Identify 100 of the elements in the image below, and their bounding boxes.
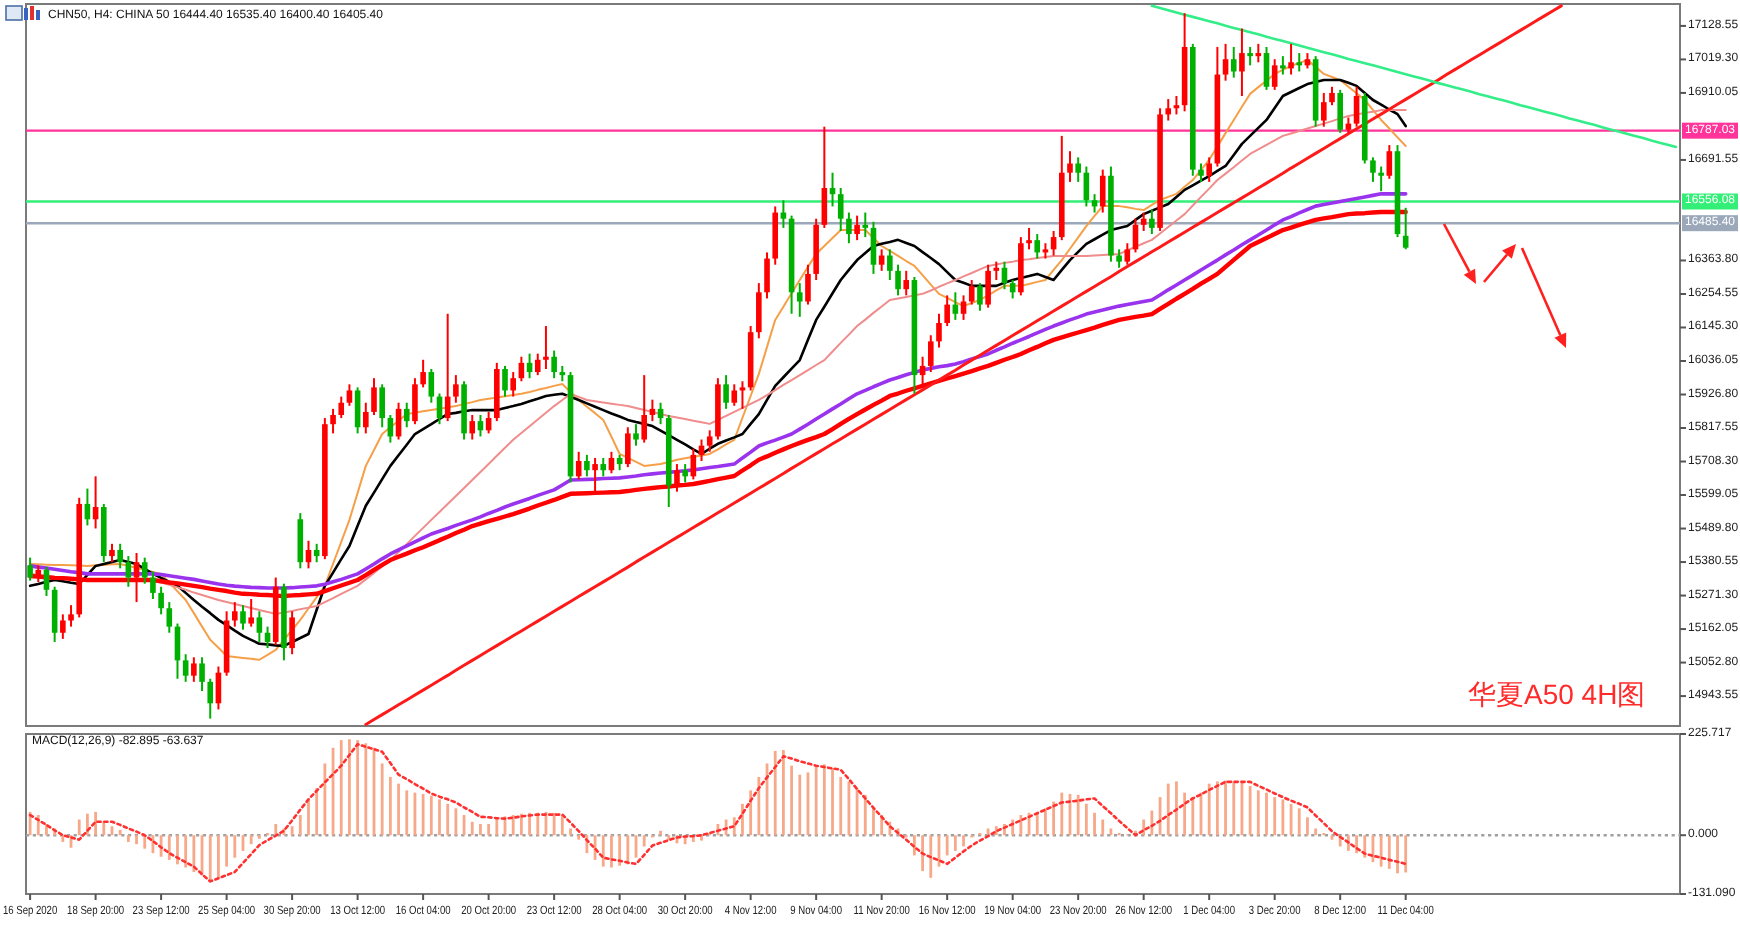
candlestick bbox=[756, 282, 762, 340]
candlestick bbox=[592, 456, 598, 496]
candlestick bbox=[289, 610, 295, 656]
candlestick bbox=[1370, 156, 1376, 183]
candlestick bbox=[682, 463, 688, 484]
candlestick bbox=[1067, 150, 1073, 183]
candlestick bbox=[1239, 27, 1245, 98]
candlestick bbox=[543, 325, 549, 370]
candlestick bbox=[1149, 208, 1155, 236]
candlestick bbox=[731, 383, 738, 407]
candlestick bbox=[1247, 45, 1253, 67]
candlestick bbox=[469, 413, 476, 441]
candlestick bbox=[232, 601, 238, 628]
candlestick bbox=[968, 279, 975, 306]
candlestick bbox=[68, 604, 74, 628]
candlestick bbox=[51, 585, 58, 643]
candlestick bbox=[985, 263, 991, 309]
candlestick bbox=[354, 386, 361, 435]
candlestick bbox=[1378, 165, 1384, 193]
candlestick bbox=[117, 542, 123, 570]
candlestick bbox=[338, 395, 345, 420]
candlestick bbox=[1271, 58, 1278, 91]
candlestick bbox=[420, 358, 426, 389]
candlestick bbox=[764, 251, 770, 300]
candlestick bbox=[60, 613, 66, 640]
candlestick bbox=[1296, 52, 1303, 73]
candlestick bbox=[27, 556, 33, 582]
candlestick bbox=[412, 377, 418, 426]
candlestick bbox=[625, 426, 631, 469]
candlestick bbox=[502, 364, 508, 398]
candlestick bbox=[1034, 233, 1041, 260]
candlestick bbox=[1026, 226, 1032, 251]
candlestick bbox=[600, 456, 607, 478]
candlestick bbox=[584, 453, 590, 478]
candlestick bbox=[674, 463, 680, 493]
candlestick bbox=[854, 214, 860, 242]
candlestick bbox=[207, 677, 214, 720]
candlestick bbox=[1386, 144, 1393, 180]
candlestick bbox=[346, 383, 353, 407]
candlestick bbox=[723, 374, 729, 410]
candlestick bbox=[805, 263, 811, 306]
candlestick bbox=[510, 371, 516, 398]
candlestick bbox=[1353, 85, 1360, 128]
candlestick bbox=[141, 556, 148, 585]
candlestick bbox=[191, 656, 197, 683]
candlestick bbox=[887, 248, 893, 282]
candlestick bbox=[1222, 42, 1229, 82]
candlestick bbox=[927, 334, 934, 374]
candlestick bbox=[379, 383, 385, 429]
candlestick bbox=[330, 407, 336, 435]
candlestick bbox=[199, 656, 205, 693]
candlestick bbox=[1099, 168, 1106, 214]
candlestick bbox=[870, 220, 877, 275]
candlestick bbox=[182, 653, 189, 683]
candlestick bbox=[1206, 156, 1212, 183]
candlestick bbox=[256, 610, 263, 643]
candlestick bbox=[936, 312, 942, 349]
candlestick bbox=[944, 294, 950, 328]
candlestick bbox=[428, 367, 435, 404]
candlestick bbox=[1165, 98, 1172, 122]
candlestick bbox=[371, 377, 377, 416]
candlestick bbox=[837, 187, 844, 232]
candlestick bbox=[403, 401, 410, 429]
candlestick bbox=[125, 555, 132, 588]
candlestick bbox=[706, 429, 713, 453]
candlestick bbox=[363, 401, 369, 435]
candlestick bbox=[1116, 248, 1122, 269]
candlestick bbox=[633, 423, 639, 447]
candlestick bbox=[1288, 42, 1294, 76]
candlestick bbox=[796, 282, 803, 318]
candlestick bbox=[1280, 55, 1286, 76]
candlestick bbox=[150, 570, 156, 601]
candlestick bbox=[1124, 242, 1131, 266]
candlestick bbox=[1402, 206, 1409, 251]
candlestick bbox=[1230, 45, 1237, 79]
candlestick bbox=[453, 374, 459, 404]
candlestick bbox=[1337, 88, 1343, 134]
candlestick bbox=[862, 211, 869, 239]
candlestick bbox=[846, 211, 852, 245]
candlestick bbox=[1321, 91, 1327, 128]
candlestick bbox=[821, 125, 828, 229]
candlestick bbox=[534, 352, 541, 377]
candlestick bbox=[240, 604, 246, 631]
candlestick bbox=[1329, 85, 1335, 107]
candlestick bbox=[158, 585, 164, 616]
candlestick bbox=[109, 542, 115, 564]
line-series bbox=[1150, 4, 1678, 149]
candlestick bbox=[977, 282, 983, 312]
candlestick bbox=[1263, 45, 1270, 91]
candlestick bbox=[903, 269, 910, 297]
candlestick bbox=[1075, 156, 1081, 183]
candlestick bbox=[641, 374, 647, 444]
candlestick bbox=[772, 205, 779, 266]
candlestick bbox=[551, 349, 557, 380]
annotation: 华夏A50 4H图 bbox=[1468, 678, 1646, 710]
candlestick bbox=[166, 601, 173, 634]
candlestick bbox=[993, 260, 1000, 282]
candlestick bbox=[297, 512, 304, 570]
candlestick bbox=[895, 263, 901, 297]
candlestick bbox=[1198, 162, 1204, 183]
